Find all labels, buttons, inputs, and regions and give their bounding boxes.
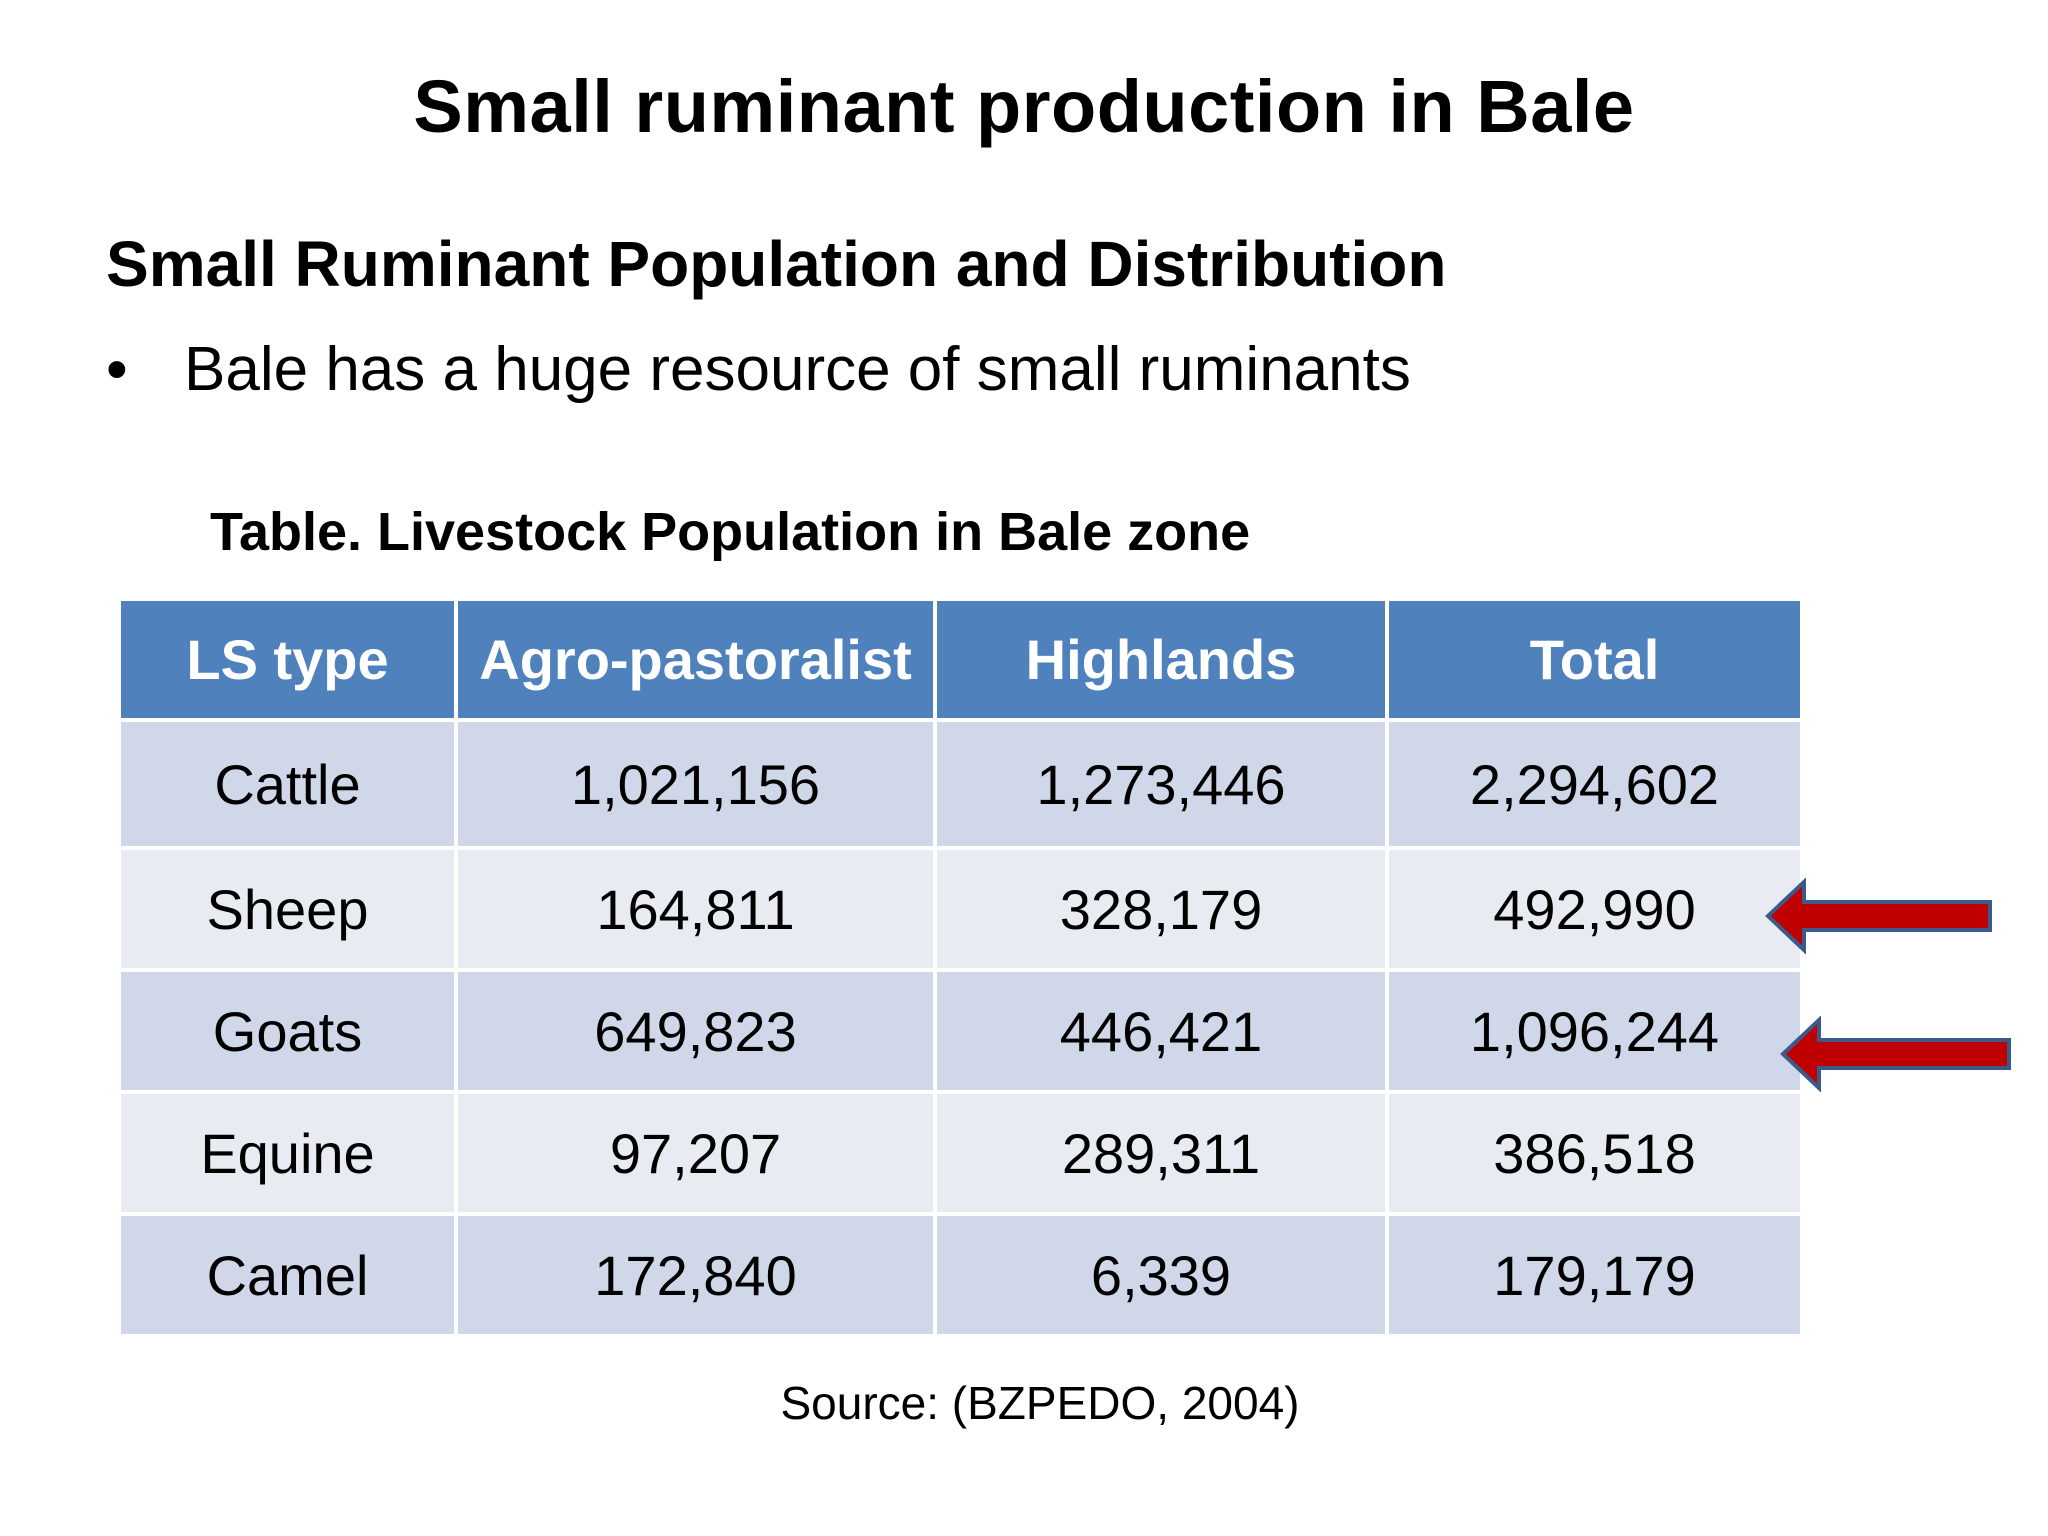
table-caption: Table. Livestock Population in Bale zone bbox=[210, 502, 1251, 562]
cell-agro-pastoralist: 649,823 bbox=[458, 972, 933, 1090]
header-highlands: Highlands bbox=[937, 601, 1385, 718]
cell-ls-type: Equine bbox=[121, 1094, 454, 1212]
cell-ls-type: Cattle bbox=[121, 722, 454, 846]
left-arrow-icon bbox=[1780, 1016, 2011, 1092]
cell-agro-pastoralist: 1,021,156 bbox=[458, 722, 933, 846]
section-heading: Small Ruminant Population and Distributi… bbox=[106, 228, 1447, 300]
cell-ls-type: Sheep bbox=[121, 850, 454, 968]
bullet-dot: • bbox=[106, 335, 128, 404]
cell-highlands: 446,421 bbox=[937, 972, 1385, 1090]
header-agro-pastoralist: Agro-pastoralist bbox=[458, 601, 933, 718]
livestock-table: LS type Agro-pastoralist Highlands Total… bbox=[121, 601, 1800, 1334]
cell-agro-pastoralist: 164,811 bbox=[458, 850, 933, 968]
cell-agro-pastoralist: 172,840 bbox=[458, 1216, 933, 1334]
left-arrow-icon bbox=[1765, 878, 1992, 954]
cell-ls-type: Camel bbox=[121, 1216, 454, 1334]
cell-ls-type: Goats bbox=[121, 972, 454, 1090]
source-note: Source: (BZPEDO, 2004) bbox=[780, 1377, 1300, 1429]
cell-total: 179,179 bbox=[1389, 1216, 1800, 1334]
cell-total: 2,294,602 bbox=[1389, 722, 1800, 846]
cell-total: 1,096,244 bbox=[1389, 972, 1800, 1090]
cell-highlands: 289,311 bbox=[937, 1094, 1385, 1212]
bullet-text: Bale has a huge resource of small rumina… bbox=[184, 335, 1411, 404]
cell-total: 492,990 bbox=[1389, 850, 1800, 968]
cell-highlands: 1,273,446 bbox=[937, 722, 1385, 846]
cell-highlands: 6,339 bbox=[937, 1216, 1385, 1334]
header-ls-type: LS type bbox=[121, 601, 454, 718]
header-total: Total bbox=[1389, 601, 1800, 718]
slide-title: Small ruminant production in Bale bbox=[413, 65, 1635, 148]
cell-highlands: 328,179 bbox=[937, 850, 1385, 968]
bullet-item: • Bale has a huge resource of small rumin… bbox=[106, 330, 1411, 410]
cell-total: 386,518 bbox=[1389, 1094, 1800, 1212]
cell-agro-pastoralist: 97,207 bbox=[458, 1094, 933, 1212]
